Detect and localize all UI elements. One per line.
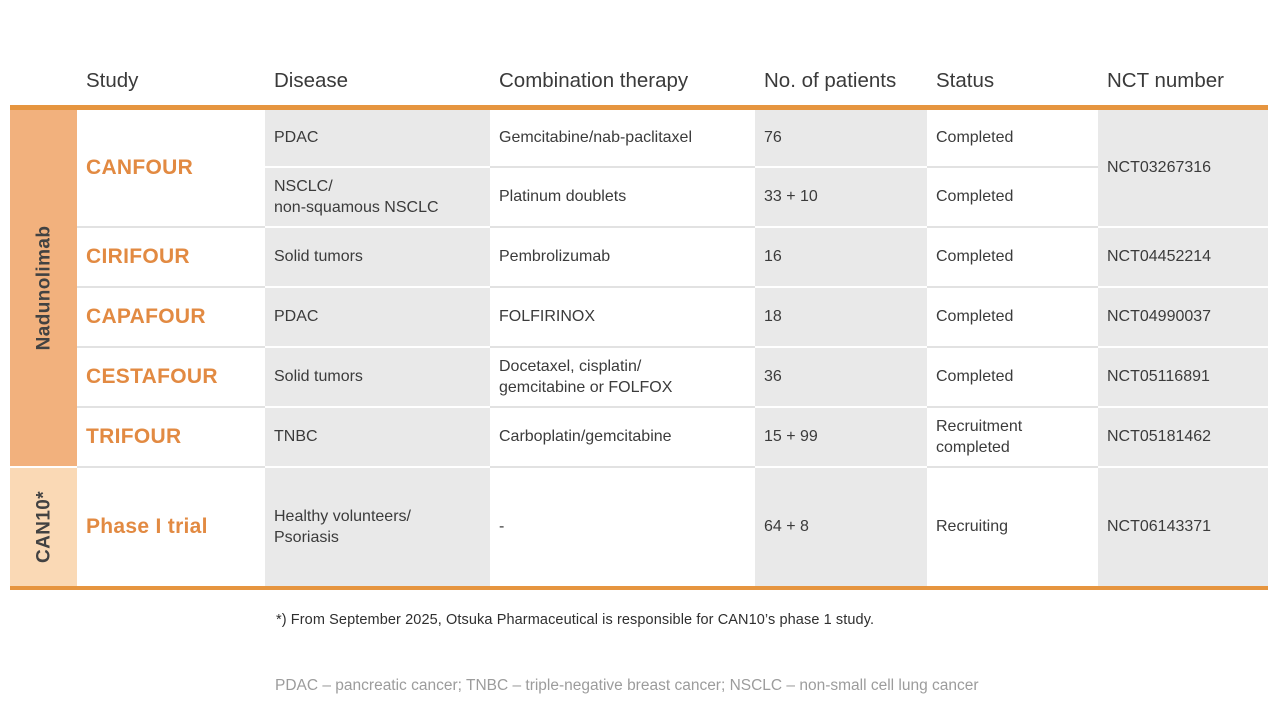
nct-cell: NCT03267316: [1098, 107, 1268, 227]
table-row: CESTAFOUR Solid tumors Docetaxel, cispla…: [10, 346, 1268, 407]
study-cell: Phase I trial: [77, 466, 265, 590]
study-cell: CESTAFOUR: [77, 346, 265, 407]
group-label-nadunolimab: Nadunolimab: [10, 107, 77, 467]
group-label-text: Nadunolimab: [32, 225, 54, 351]
status-cell: Recruitment completed: [927, 406, 1098, 467]
header-row: Study Disease Combination therapy No. of…: [10, 55, 1268, 110]
footnote-abbreviations: PDAC – pancreatic cancer; TNBC – triple-…: [275, 677, 979, 694]
study-cell: TRIFOUR: [77, 406, 265, 467]
therapy-cell: FOLFIRINOX: [490, 286, 755, 347]
study-cell: CIRIFOUR: [77, 226, 265, 287]
disease-cell: PDAC: [265, 107, 490, 167]
status-cell: Completed: [927, 346, 1098, 407]
status-cell: Completed: [927, 286, 1098, 347]
patients-cell: 64 + 8: [755, 466, 927, 590]
footnote-asterisk: *) From September 2025, Otsuka Pharmaceu…: [276, 612, 875, 628]
status-cell: Completed: [927, 226, 1098, 287]
table-row: TRIFOUR TNBC Carboplatin/gemcitabine 15 …: [10, 406, 1268, 467]
column-header-group-spacer: [10, 55, 77, 110]
therapy-cell: Pembrolizumab: [490, 226, 755, 287]
column-header-status: Status: [927, 55, 1098, 110]
column-header-disease: Disease: [265, 55, 490, 110]
patients-cell: 16: [755, 226, 927, 287]
column-header-therapy: Combination therapy: [490, 55, 755, 110]
patients-cell: 15 + 99: [755, 406, 927, 467]
clinical-trials-table: Study Disease Combination therapy No. of…: [10, 55, 1268, 590]
status-cell: Recruiting: [927, 466, 1098, 590]
patients-cell: 33 + 10: [755, 166, 927, 227]
patients-cell: 76: [755, 107, 927, 167]
nct-cell: NCT05116891: [1098, 346, 1268, 407]
disease-cell: Solid tumors: [265, 346, 490, 407]
group-label-can10: CAN10*: [10, 466, 77, 590]
therapy-cell: -: [490, 466, 755, 590]
table-row: CAN10* Phase I trial Healthy volunteers/…: [10, 466, 1268, 590]
column-header-nct: NCT number: [1098, 55, 1268, 110]
table-row: CAPAFOUR PDAC FOLFIRINOX 18 Completed NC…: [10, 286, 1268, 347]
therapy-cell: Docetaxel, cisplatin/ gemcitabine or FOL…: [490, 346, 755, 407]
table-row: NSCLC/ non-squamous NSCLC Platinum doubl…: [10, 166, 1268, 227]
disease-cell: NSCLC/ non-squamous NSCLC: [265, 166, 490, 227]
status-cell: Completed: [927, 107, 1098, 167]
disease-cell: Healthy volunteers/ Psoriasis: [265, 466, 490, 590]
disease-cell: PDAC: [265, 286, 490, 347]
group-label-text: CAN10*: [32, 490, 54, 564]
column-header-patients: No. of patients: [755, 55, 927, 110]
study-cell: CANFOUR: [77, 107, 265, 227]
nct-cell: NCT06143371: [1098, 466, 1268, 590]
table-row: CIRIFOUR Solid tumors Pembrolizumab 16 C…: [10, 226, 1268, 287]
nct-cell: NCT04452214: [1098, 226, 1268, 287]
therapy-cell: Carboplatin/gemcitabine: [490, 406, 755, 467]
disease-cell: Solid tumors: [265, 226, 490, 287]
therapy-cell: Platinum doublets: [490, 166, 755, 227]
column-header-study: Study: [77, 55, 265, 110]
nct-cell: NCT05181462: [1098, 406, 1268, 467]
status-cell: Completed: [927, 166, 1098, 227]
patients-cell: 18: [755, 286, 927, 347]
study-cell: CAPAFOUR: [77, 286, 265, 347]
therapy-cell: Gemcitabine/nab-paclitaxel: [490, 107, 755, 167]
disease-cell: TNBC: [265, 406, 490, 467]
patients-cell: 36: [755, 346, 927, 407]
table-row: Nadunolimab CANFOUR PDAC Gemcitabine/nab…: [10, 107, 1268, 467]
nct-cell: NCT04990037: [1098, 286, 1268, 347]
